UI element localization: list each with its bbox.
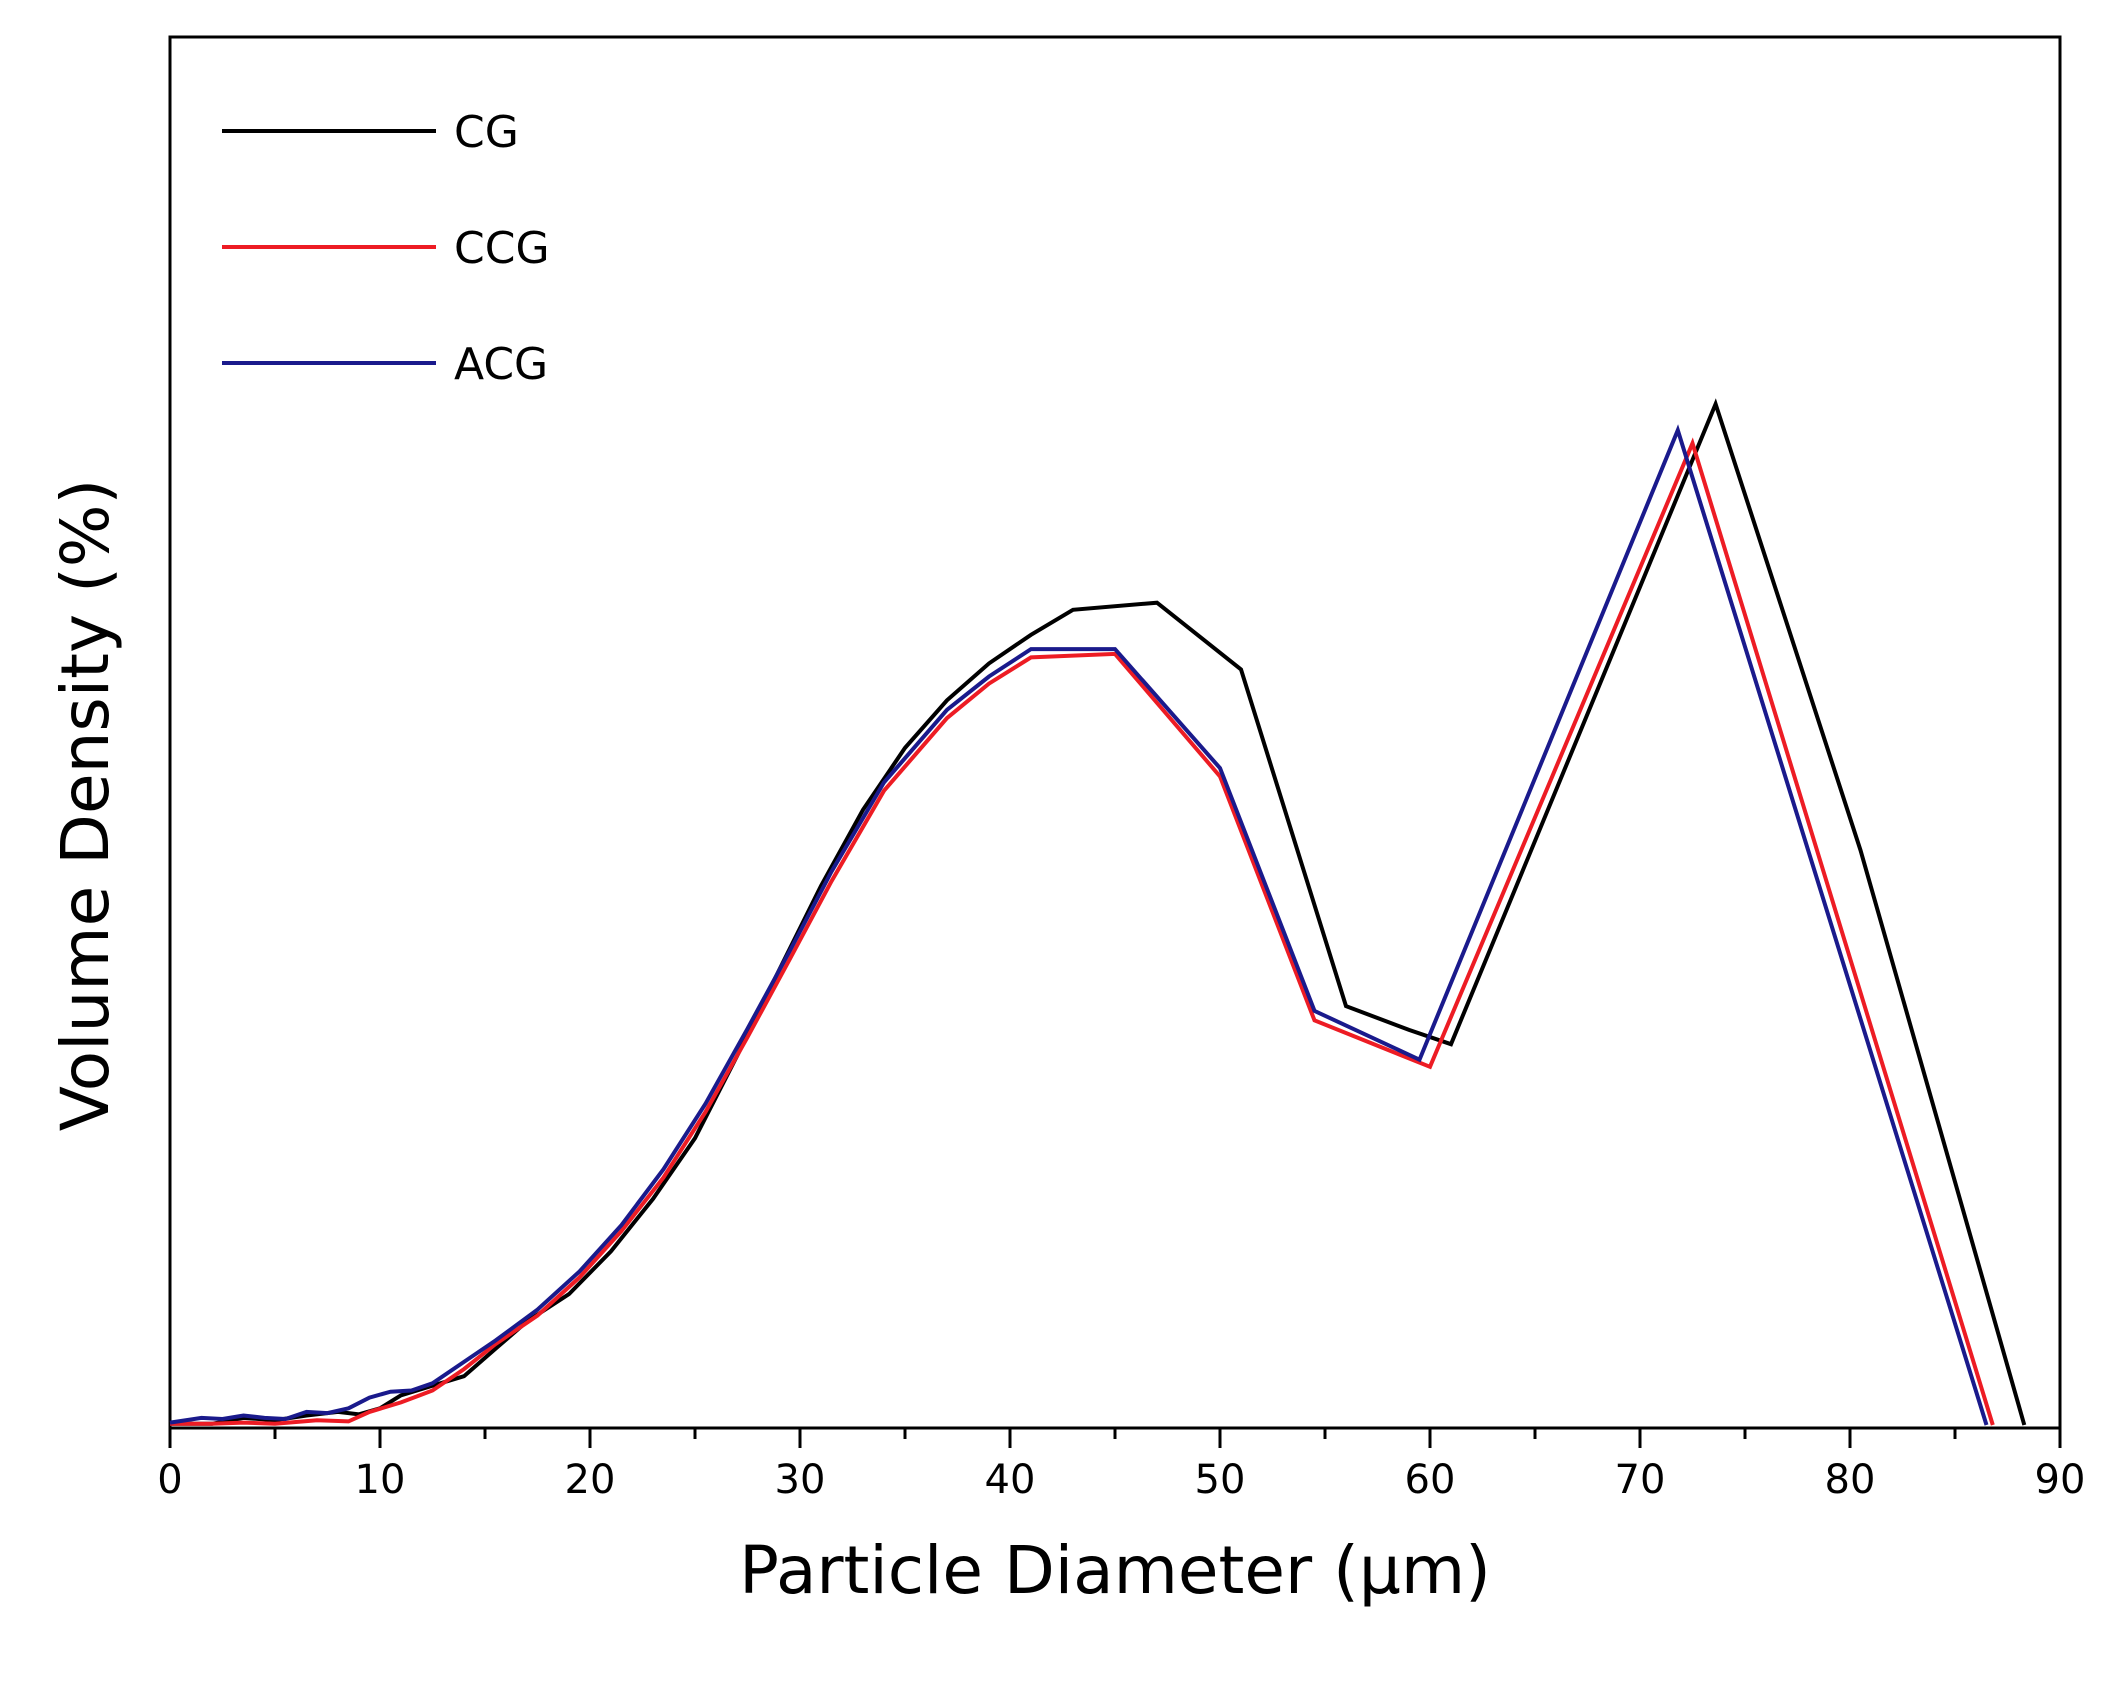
x-tick-label-40: 40 [985, 1457, 1036, 1503]
legend-label-acg: ACG [454, 339, 548, 390]
x-tick-label-20: 20 [565, 1457, 616, 1503]
x-tick-label-90: 90 [2035, 1457, 2086, 1503]
x-tick-label-60: 60 [1405, 1457, 1456, 1503]
legend: CG CCG ACG [222, 107, 550, 390]
series-line-acg [169, 424, 1989, 1426]
x-tick-label-30: 30 [775, 1457, 826, 1503]
x-tick-label-80: 80 [1825, 1457, 1876, 1503]
x-tick-label-10: 10 [355, 1457, 406, 1503]
x-tick-label-0: 0 [157, 1457, 182, 1503]
legend-label-ccg: CCG [454, 223, 550, 274]
x-tick-label-70: 70 [1615, 1457, 1666, 1503]
series-line-ccg [170, 437, 1995, 1426]
x-axis-ticks: 0 10 20 30 40 50 60 70 80 90 [157, 1428, 2085, 1503]
legend-label-cg: CG [454, 107, 519, 158]
series-layer [169, 398, 2027, 1426]
x-tick-label-50: 50 [1195, 1457, 1246, 1503]
series-line-cg [170, 398, 2027, 1426]
y-axis-title: Volume Density (%) [47, 479, 124, 1132]
x-axis-title: Particle Diameter (μm) [739, 1532, 1491, 1609]
